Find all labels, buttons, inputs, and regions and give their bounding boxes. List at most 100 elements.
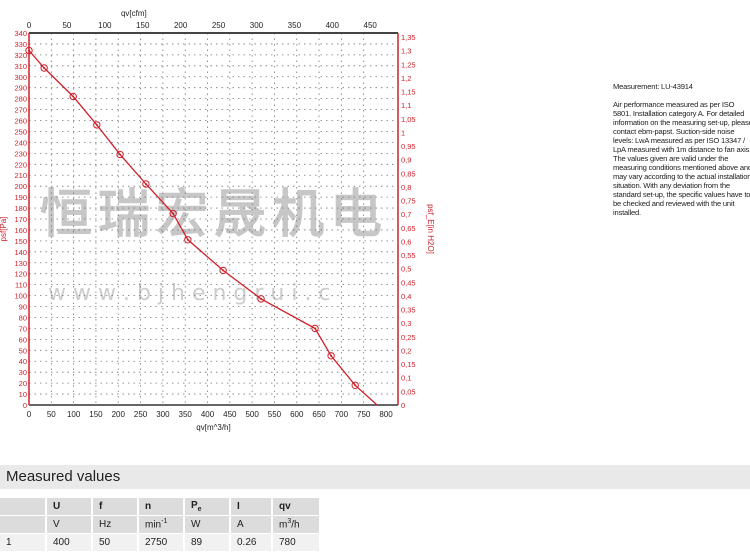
data-point	[169, 209, 177, 218]
y-tick-label: 20	[19, 379, 27, 388]
y2-tick-label: 1,15	[401, 88, 416, 97]
unit-pe: W	[185, 516, 229, 533]
data-point-center	[119, 153, 122, 156]
data-point-center	[28, 49, 30, 52]
y2-tick-label: 0,85	[401, 169, 416, 178]
unit-f: Hz	[93, 516, 137, 533]
x2-tick-label: 50	[62, 21, 71, 30]
watermark-chinese: 恒瑞宏晟机电	[40, 185, 388, 245]
data-point-center	[222, 269, 225, 272]
y2-tick-label: 1,3	[401, 47, 411, 56]
x-tick-label: 800	[379, 410, 393, 419]
x-tick-label: 200	[112, 410, 126, 419]
x2-tick-label: 0	[27, 21, 32, 30]
data-point-center	[95, 123, 98, 126]
x-axis-label: qv[m^3/h]	[196, 423, 230, 432]
y-tick-label: 30	[19, 368, 27, 377]
data-point-center	[172, 212, 175, 215]
y-tick-label: 150	[14, 237, 27, 246]
y-tick-label: 240	[14, 138, 27, 147]
header-u: U	[47, 498, 91, 515]
y-tick-label: 100	[14, 292, 27, 301]
y-tick-label: 140	[14, 248, 27, 257]
data-point	[327, 352, 335, 360]
y2-tick-label: 1,25	[401, 60, 416, 69]
y-tick-label: 210	[14, 171, 27, 180]
y-tick-label: 250	[14, 127, 27, 136]
data-point	[93, 121, 101, 129]
data-point	[69, 92, 77, 101]
y-tick-label: 70	[19, 324, 27, 333]
data-point-center	[186, 238, 189, 241]
y2-tick-label: 0,4	[401, 292, 411, 301]
x2-tick-label: 100	[98, 21, 112, 30]
x-tick-label: 650	[312, 410, 326, 419]
x-tick-label: 300	[156, 410, 170, 419]
table-units-row: V Hz min-1 W A m3/h	[0, 516, 319, 533]
x-tick-label: 400	[201, 410, 215, 419]
data-point	[142, 180, 150, 188]
data-point	[25, 46, 33, 55]
y-tick-label: 300	[14, 73, 27, 82]
y-tick-label: 270	[14, 106, 27, 115]
x-tick-label: 150	[89, 410, 103, 419]
y-tick-label: 220	[14, 160, 27, 169]
watermark-url: w w w . b j h e n g r u i . c	[48, 281, 331, 306]
y-tick-label: 180	[14, 204, 27, 213]
unit-n: min-1	[139, 516, 183, 533]
unit-cell	[0, 516, 45, 533]
y-tick-label: 40	[19, 357, 27, 366]
y-tick-label: 90	[19, 303, 27, 312]
y2-tick-label: 0,35	[401, 306, 416, 315]
y-tick-label: 170	[14, 215, 27, 224]
x2-axis-label: qv[cfm]	[121, 9, 147, 18]
y2-tick-label: 0,6	[401, 237, 411, 246]
series-line	[28, 50, 378, 406]
data-point	[116, 150, 124, 159]
measurement-id: Measurement: LU-43914	[613, 82, 693, 91]
measured-values-title: Measured values	[6, 468, 121, 485]
x-tick-label: 500	[245, 410, 259, 419]
y-tick-label: 190	[14, 193, 27, 202]
y2-tick-label: 0,3	[401, 319, 411, 328]
cell: 0.26	[231, 534, 271, 551]
y2-axis-label: psf_E[in H2O]	[426, 204, 435, 254]
y-tick-label: 50	[19, 346, 27, 355]
data-point-center	[144, 182, 147, 185]
y-tick-label: 200	[14, 182, 27, 191]
data-point	[257, 295, 265, 303]
cell: 1	[0, 534, 45, 551]
unit-qv: m3/h	[273, 516, 319, 533]
y2-tick-label: 0,2	[401, 346, 411, 355]
y2-tick-label: 0,1	[401, 374, 411, 383]
cell: 780	[273, 534, 319, 551]
y-tick-label: 160	[14, 226, 27, 235]
y2-tick-label: 0,45	[401, 278, 416, 287]
data-point-center	[72, 95, 75, 98]
header-f: f	[93, 498, 137, 515]
y-tick-label: 130	[14, 259, 27, 268]
y2-tick-label: 0	[401, 401, 405, 410]
data-point	[351, 381, 359, 390]
data-point	[219, 266, 227, 275]
measurement-description: Air performance measured as per ISO 5801…	[613, 100, 750, 217]
cell: 50	[93, 534, 137, 551]
x2-tick-label: 450	[364, 21, 378, 30]
y-tick-label: 260	[14, 117, 27, 126]
y2-tick-label: 1,1	[401, 101, 411, 110]
measured-values-header: Measured values	[0, 465, 750, 489]
y2-tick-label: 0,15	[401, 360, 416, 369]
y-tick-label: 280	[14, 95, 27, 104]
data-point-center	[260, 297, 263, 300]
x-tick-label: 50	[47, 410, 56, 419]
x2-tick-label: 250	[212, 21, 226, 30]
y2-tick-label: 0,25	[401, 333, 416, 342]
y2-tick-label: 0,55	[401, 251, 416, 260]
y2-tick-label: 0,95	[401, 142, 416, 151]
y-tick-label: 290	[14, 84, 27, 93]
x-tick-label: 450	[223, 410, 237, 419]
measurement-note: Measurement: LU-43914 Air performance me…	[613, 82, 750, 226]
data-point-center	[330, 354, 333, 357]
x-tick-label: 250	[134, 410, 148, 419]
unit-u: V	[47, 516, 91, 533]
